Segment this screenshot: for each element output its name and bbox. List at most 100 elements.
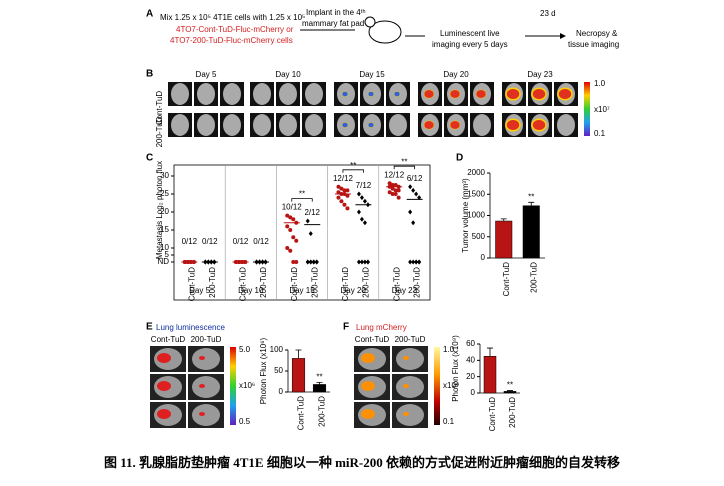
group-label: 200-TuD <box>362 267 371 298</box>
data-dot <box>408 184 413 190</box>
data-dot <box>396 195 401 200</box>
data-dot <box>339 199 344 204</box>
data-dot <box>365 259 370 265</box>
signal-spot <box>403 412 409 416</box>
x-category-label: Day 10 <box>238 286 264 295</box>
sig-bracket <box>393 165 416 170</box>
signal-spot <box>199 412 205 416</box>
data-dot <box>411 220 416 226</box>
group-label: 200-TuD <box>395 335 426 344</box>
panel-label: B <box>146 69 153 80</box>
plot-frame <box>173 164 431 301</box>
mouse-image <box>197 114 215 136</box>
y-tick-label: 20 <box>466 372 475 381</box>
color-bar <box>584 82 590 136</box>
signal-spot <box>531 118 547 132</box>
count-label: 0/12 <box>233 237 249 246</box>
signal-spot <box>199 356 205 360</box>
mix-text: 4TO7-Cont-TuD-Fluc-mCherry or <box>176 25 294 34</box>
scale-label: x10⁷ <box>594 105 610 114</box>
mouse-image <box>223 114 241 136</box>
data-dot <box>339 186 344 191</box>
sig-label: ** <box>316 372 322 381</box>
error-bar <box>528 201 535 206</box>
scale-label: x10⁹ <box>443 381 459 390</box>
panel-b: B Cont-TuD 200-TuD 1.0 x10⁷ 0.1 <box>146 69 610 148</box>
signal-spot <box>367 91 375 97</box>
x-category-label: Cont-TuD <box>297 396 306 431</box>
day-label: Day 23 <box>527 70 553 79</box>
data-dot <box>396 188 401 193</box>
data-dot <box>342 202 347 207</box>
data-dot <box>356 259 361 265</box>
signal-spot <box>505 87 521 101</box>
y-tick-label: 0 <box>471 388 476 397</box>
data-dot <box>345 188 350 193</box>
mouse-image <box>305 114 323 136</box>
bar <box>291 358 306 393</box>
mouse-icon <box>364 16 376 28</box>
group-label: Cont-TuD <box>187 267 196 302</box>
bar <box>312 384 327 393</box>
count-label: 2/12 <box>304 208 320 217</box>
y-tick-label: 25 <box>160 189 169 198</box>
panel-label: F <box>343 322 349 333</box>
y-tick-label: 60 <box>466 339 475 348</box>
signal-spot <box>393 91 401 97</box>
sig-bracket <box>342 169 364 173</box>
signal-spot <box>557 87 573 101</box>
data-dot <box>294 238 299 243</box>
sig-label: ** <box>528 192 534 201</box>
sig-bracket <box>291 198 313 202</box>
data-dot <box>288 215 293 220</box>
signal-spot <box>157 353 171 363</box>
scale-label: 0.1 <box>443 417 455 426</box>
error-bar <box>295 349 302 359</box>
bar <box>495 220 513 259</box>
scale-label: 5.0 <box>239 345 251 354</box>
mouse-image <box>557 114 575 136</box>
data-dot <box>308 259 313 265</box>
row-label: Cont-TuD <box>155 91 164 126</box>
data-dot <box>285 246 290 250</box>
data-dot <box>288 248 293 253</box>
mouse-image <box>197 83 215 105</box>
data-dot <box>345 206 350 211</box>
day-label: Day 5 <box>196 70 217 79</box>
lung-image <box>192 376 220 398</box>
data-dot <box>291 235 296 240</box>
signal-spot <box>199 384 205 388</box>
signal-spot <box>403 356 409 360</box>
signal-spot <box>157 409 171 419</box>
data-dot <box>305 259 310 265</box>
data-dot <box>417 259 422 265</box>
count-label: 12/12 <box>333 174 354 183</box>
data-dot <box>285 213 290 218</box>
data-dot <box>288 228 293 232</box>
group-label: 200-TuD <box>310 267 319 298</box>
mouse-image <box>223 83 241 105</box>
group-label: Cont-TuD <box>355 335 390 344</box>
panel-label: C <box>146 153 153 164</box>
count-label: 0/12 <box>182 237 198 246</box>
signal-spot <box>423 120 435 130</box>
y-axis-label: Metastasis Log₂ photon flux <box>155 161 164 259</box>
sig-label: ** <box>350 161 356 170</box>
day-label: Day 20 <box>443 70 469 79</box>
mouse-image <box>279 114 297 136</box>
x-category-label: Cont-TuD <box>502 262 511 297</box>
count-label: 0/12 <box>253 237 269 246</box>
row-label: 200-TuD <box>155 116 164 147</box>
data-dot <box>291 260 296 264</box>
mouse-icon <box>368 20 402 44</box>
lung-image <box>396 348 424 370</box>
y-tick-label: 5 <box>165 250 170 259</box>
error-bar <box>487 347 493 357</box>
mouse-image <box>171 114 189 136</box>
y-axis-label: Photon Flux (x10⁶) <box>259 337 268 404</box>
mouse-image <box>253 83 271 105</box>
data-dot <box>314 259 319 265</box>
mouse-image <box>305 83 323 105</box>
data-dot <box>356 191 361 197</box>
signal-spot <box>361 353 375 363</box>
